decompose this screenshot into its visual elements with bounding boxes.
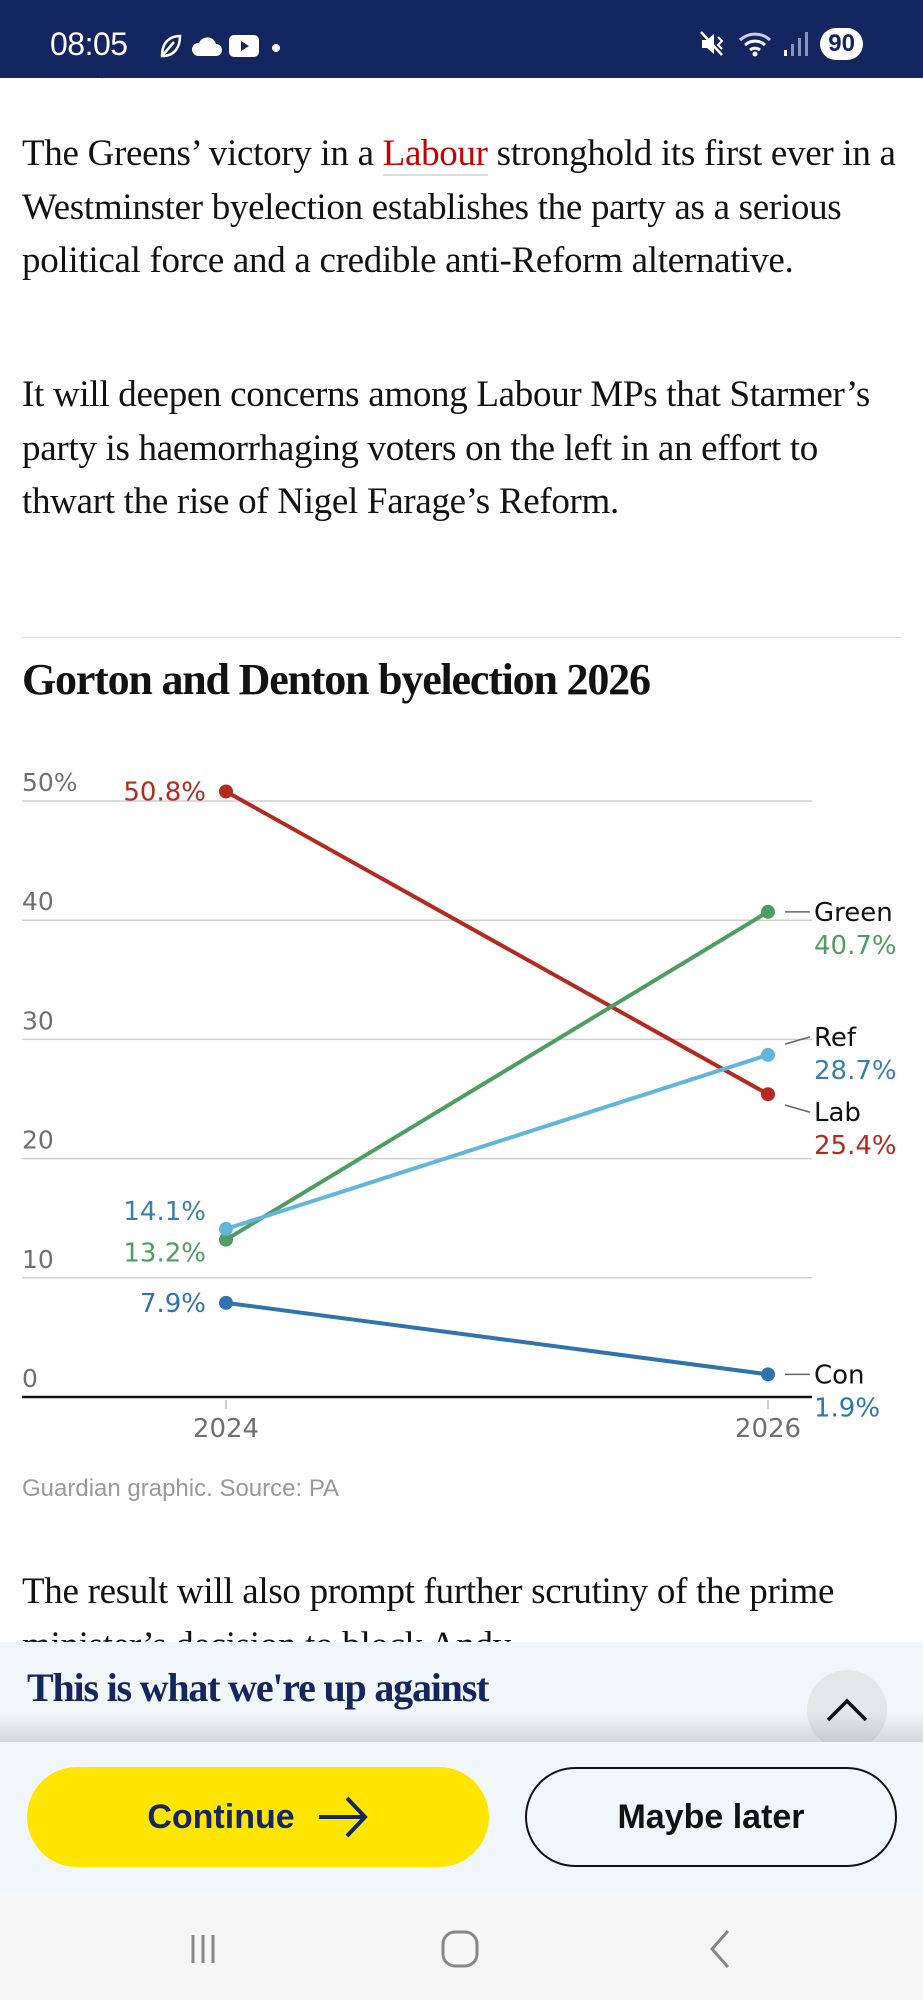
continue-label: Continue	[147, 1797, 295, 1836]
end-value-label: 25.4%	[814, 1131, 897, 1161]
home-button[interactable]	[430, 1924, 490, 1974]
data-point-ref-2024	[219, 1221, 233, 1236]
start-value-label: 7.9%	[140, 1289, 206, 1319]
chart-source: Guardian graphic. Source: PA	[22, 1475, 340, 1502]
series-line-lab	[225, 789, 769, 1096]
system-icons: 90	[698, 28, 863, 60]
mute-icon	[700, 31, 724, 56]
system-nav-bar	[0, 1894, 923, 2000]
y-tick-label: 50%	[22, 768, 78, 797]
continue-button[interactable]: Continue	[27, 1767, 489, 1867]
series-name-label: Con	[814, 1360, 865, 1390]
start-value-label: 50.8%	[123, 777, 206, 807]
data-point-ref-2026	[761, 1047, 775, 1062]
support-banner: This is what we're up against	[0, 1642, 923, 1750]
y-tick-label: 20	[22, 1126, 54, 1155]
data-point-con-2024	[219, 1295, 233, 1310]
label-connector	[784, 1104, 811, 1113]
series-line-green	[224, 910, 770, 1242]
data-point-green-2024	[219, 1232, 233, 1247]
arrow-right-icon	[318, 1796, 368, 1838]
label-connector	[784, 1036, 811, 1045]
collapse-banner-button[interactable]	[807, 1670, 887, 1750]
battery-level: 90	[820, 28, 863, 60]
x-tick-label: 2024	[193, 1414, 259, 1444]
chart-divider	[22, 637, 902, 638]
x-tick-label: 2026	[735, 1414, 801, 1444]
dot-icon	[272, 44, 280, 52]
series-line-con	[225, 1300, 769, 1377]
labour-link[interactable]: Labour	[382, 133, 488, 176]
y-tick-label: 30	[22, 1006, 54, 1035]
notification-icons	[156, 32, 286, 60]
series-name-label: Lab	[814, 1098, 861, 1128]
data-point-lab-2024	[219, 784, 233, 799]
end-value-label: 1.9%	[814, 1393, 880, 1423]
series-name-label: Green	[814, 898, 893, 928]
end-value-label: 40.7%	[814, 931, 897, 961]
start-value-label: 13.2%	[123, 1239, 206, 1269]
cta-area: Continue Maybe later	[0, 1742, 923, 1894]
y-tick-label: 0	[22, 1364, 38, 1393]
data-point-green-2026	[761, 904, 775, 919]
youtube-icon	[229, 35, 259, 57]
recent-apps-button[interactable]	[173, 1924, 233, 1974]
cloud-icon	[191, 37, 222, 56]
status-bar: 08:05 90	[0, 0, 923, 78]
recent-apps-icon	[191, 1935, 215, 1963]
y-tick-label: 40	[22, 887, 54, 916]
series-line-ref	[225, 1052, 769, 1231]
home-icon	[441, 1930, 479, 1968]
article-paragraph-2: It will deepen concerns among Labour MPs…	[22, 374, 870, 522]
back-icon	[709, 1930, 730, 1968]
chevron-up-icon	[826, 1698, 868, 1722]
signal-icon	[784, 32, 809, 56]
wifi-icon	[739, 32, 772, 57]
leaf-icon	[160, 34, 182, 58]
end-value-label: 28.7%	[814, 1056, 897, 1086]
maybe-later-label: Maybe later	[617, 1797, 805, 1836]
banner-title: This is what we're up against	[27, 1665, 489, 1710]
data-point-con-2026	[761, 1367, 775, 1382]
series-name-label: Ref	[814, 1023, 857, 1053]
data-point-lab-2026	[761, 1087, 775, 1102]
article-paragraph-1: The Greens’ victory in a Labour strongho…	[22, 133, 896, 281]
maybe-later-button[interactable]: Maybe later	[525, 1767, 897, 1867]
chart-title: Gorton and Denton byelection 2026	[22, 655, 651, 704]
start-value-label: 14.1%	[123, 1197, 206, 1227]
back-button[interactable]	[690, 1924, 750, 1974]
y-tick-label: 10	[22, 1245, 54, 1274]
status-time: 08:05	[50, 26, 128, 62]
